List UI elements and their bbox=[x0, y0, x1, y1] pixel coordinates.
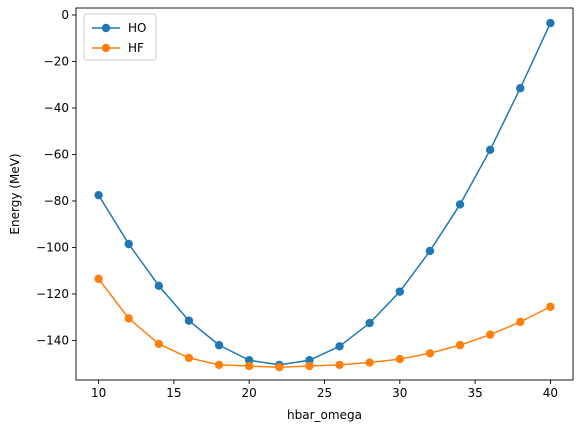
x-axis-label: hbar_omega bbox=[287, 408, 362, 422]
y-tick-label: −20 bbox=[44, 54, 69, 68]
x-tick-label: 30 bbox=[392, 386, 407, 400]
y-axis-label: Energy (MeV) bbox=[8, 153, 22, 234]
data-point-ho bbox=[94, 190, 103, 200]
data-point-hf bbox=[275, 363, 284, 372]
data-point-ho bbox=[546, 18, 555, 28]
data-point-hf bbox=[546, 302, 555, 311]
data-point-hf bbox=[154, 339, 164, 349]
series-line-hf bbox=[97, 278, 551, 368]
data-point-ho bbox=[455, 200, 465, 209]
legend-marker-ho bbox=[101, 23, 111, 33]
legend-marker-hf bbox=[101, 43, 111, 53]
x-tick-label: 10 bbox=[91, 386, 106, 400]
data-point-ho bbox=[365, 318, 374, 328]
data-point-ho bbox=[154, 281, 164, 291]
series-line-ho bbox=[97, 22, 552, 366]
data-point-hf bbox=[214, 360, 224, 370]
data-point-ho bbox=[516, 84, 525, 93]
data-point-ho bbox=[124, 239, 133, 249]
legend-label-ho: HO bbox=[128, 21, 146, 35]
data-point-ho bbox=[485, 145, 495, 155]
data-point-hf bbox=[184, 353, 194, 363]
data-point-hf bbox=[516, 317, 525, 327]
y-tick-label: −40 bbox=[44, 101, 69, 115]
data-point-hf bbox=[425, 349, 435, 358]
data-point-ho bbox=[305, 356, 314, 365]
data-point-hf bbox=[455, 340, 465, 350]
data-point-hf bbox=[244, 361, 254, 371]
data-point-ho bbox=[244, 356, 254, 365]
plot-area: 10 15 20 25 30 35 40 0 −20 −40 −60 −80 −100 −120 −140 bbox=[36, 7, 574, 400]
y-tick-label: 0 bbox=[61, 8, 69, 22]
data-point-hf bbox=[94, 274, 103, 284]
data-point-ho bbox=[395, 287, 405, 296]
data-point-ho bbox=[425, 246, 435, 256]
data-point-hf bbox=[365, 358, 374, 367]
legend: HO HF bbox=[83, 13, 157, 61]
y-tick-label: −140 bbox=[36, 333, 69, 347]
x-tick-label: 20 bbox=[242, 386, 257, 400]
data-point-hf bbox=[485, 330, 495, 339]
y-tick-label: −120 bbox=[36, 287, 69, 301]
data-point-ho bbox=[184, 316, 194, 325]
data-point-ho bbox=[214, 340, 224, 350]
data-point-hf bbox=[305, 361, 314, 371]
x-tick-label: 35 bbox=[467, 386, 482, 400]
data-point-hf bbox=[124, 314, 133, 323]
y-tick-label: −60 bbox=[44, 147, 69, 161]
y-tick-label: −80 bbox=[44, 194, 69, 208]
y-tick-label: −100 bbox=[36, 240, 69, 254]
x-tick-label: 15 bbox=[166, 386, 181, 400]
data-point-ho bbox=[335, 342, 344, 351]
legend-label-hf: HF bbox=[128, 41, 144, 55]
data-point-hf bbox=[395, 354, 405, 364]
x-tick-label: 25 bbox=[317, 386, 332, 400]
x-tick-label: 40 bbox=[543, 386, 558, 400]
axes-frame bbox=[75, 7, 574, 381]
data-point-hf bbox=[335, 360, 344, 370]
